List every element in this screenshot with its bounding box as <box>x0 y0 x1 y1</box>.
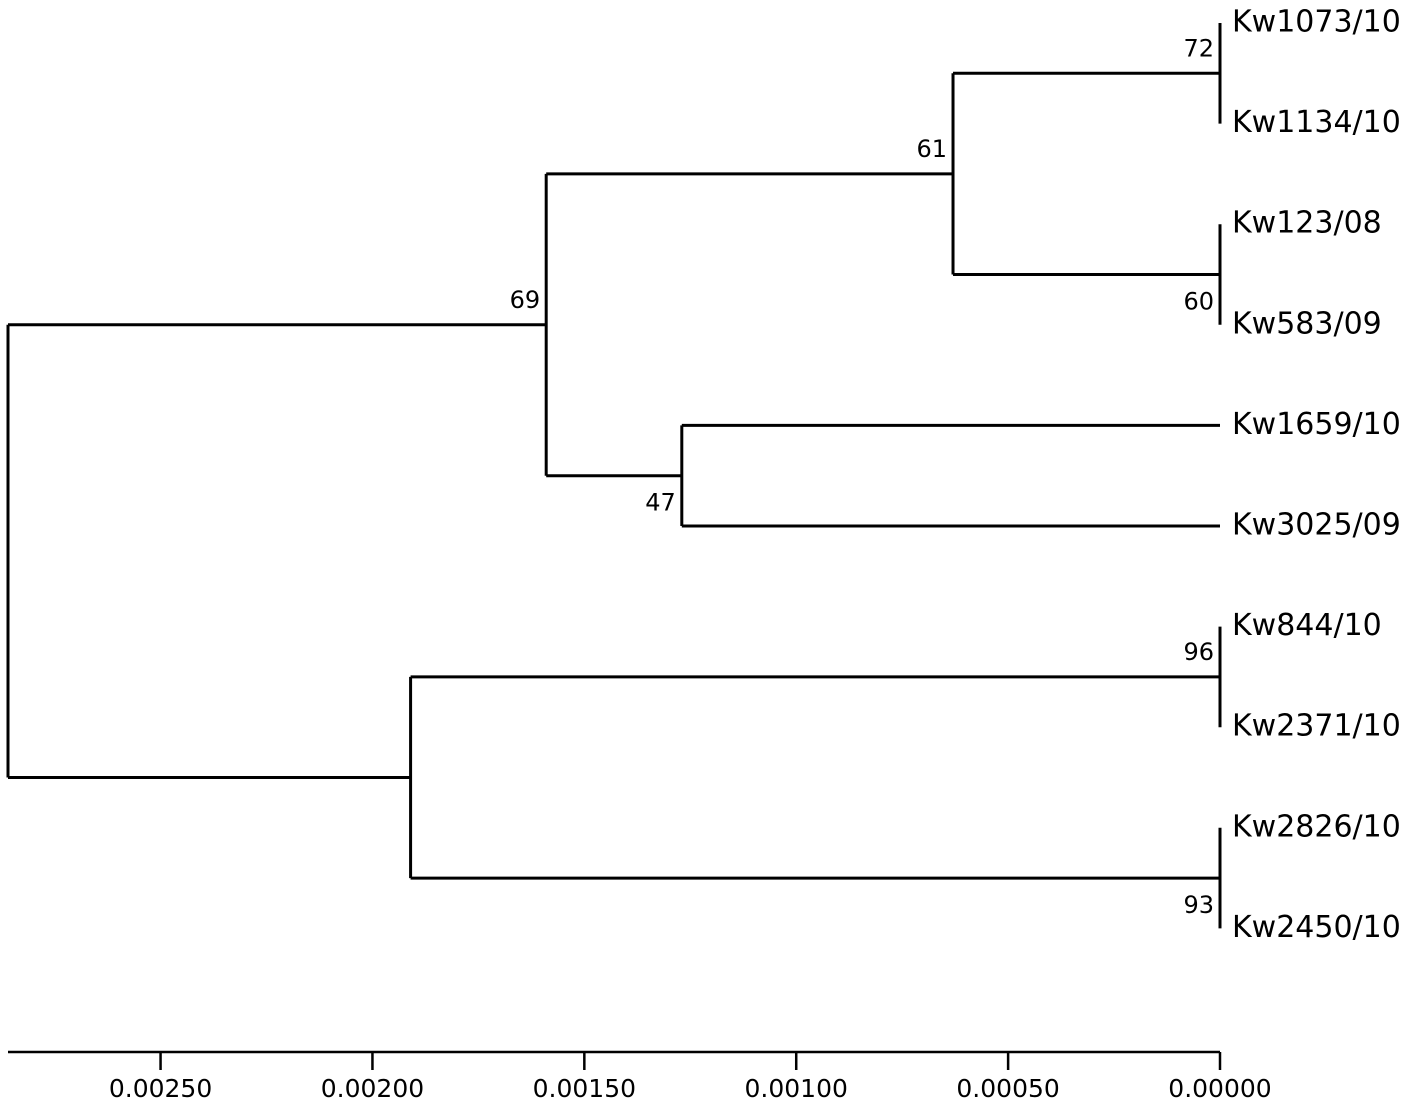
leaf-label: Kw2826/10 <box>1232 809 1401 844</box>
support-label: 60 <box>1183 288 1214 316</box>
support-label: 96 <box>1183 638 1214 666</box>
leaf-label: Kw1073/10 <box>1232 5 1401 40</box>
support-label: 47 <box>645 489 676 517</box>
support-label: 93 <box>1183 891 1214 919</box>
leaf-label: Kw2371/10 <box>1232 709 1401 744</box>
x-tick-label: 0.00100 <box>745 1074 848 1103</box>
leaf-label: Kw2450/10 <box>1232 910 1401 945</box>
leaf-label: Kw583/09 <box>1232 306 1382 341</box>
x-tick-label: 0.00250 <box>109 1074 212 1103</box>
support-label: 72 <box>1183 34 1214 62</box>
support-label: 61 <box>916 135 947 163</box>
leaf-label: Kw1134/10 <box>1232 105 1401 140</box>
x-tick-label: 0.00000 <box>1168 1074 1271 1103</box>
x-tick-label: 0.00050 <box>956 1074 1059 1103</box>
x-tick-label: 0.00200 <box>321 1074 424 1103</box>
leaf-label: Kw3025/09 <box>1232 508 1401 543</box>
leaf-label: Kw844/10 <box>1232 608 1382 643</box>
leaf-label: Kw123/08 <box>1232 206 1382 241</box>
leaf-label: Kw1659/10 <box>1232 407 1401 442</box>
support-label: 69 <box>510 286 541 314</box>
x-tick-label: 0.00150 <box>533 1074 636 1103</box>
